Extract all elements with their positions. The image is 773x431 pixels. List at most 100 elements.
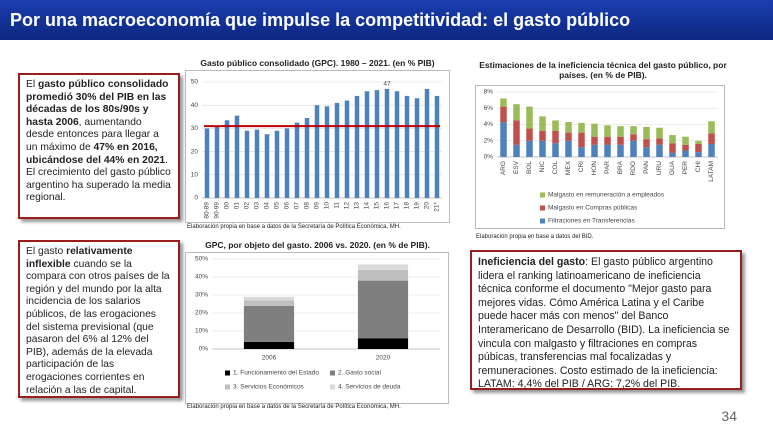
- slide-title: Por una macroeconomía que impulse la com…: [0, 0, 773, 40]
- text-segment: Ineficiencia del gasto: [478, 256, 586, 268]
- page-number: 34: [721, 408, 737, 424]
- y-tick-label: 8%: [484, 89, 494, 96]
- x-tick-label: 19: [414, 202, 421, 210]
- bar-segment: [552, 143, 559, 157]
- text-segment: 47% en 2016, ubicándose del 44% en 2021: [26, 141, 166, 166]
- bar-segment: [513, 104, 520, 121]
- bar-segment: [617, 144, 624, 157]
- bar: [304, 117, 310, 198]
- x-tick-label: 15: [374, 202, 381, 210]
- x-tick-label: 2006: [262, 355, 277, 362]
- bar: [364, 91, 370, 198]
- bar-segment: [682, 150, 689, 157]
- x-tick-label: CHI: [695, 161, 702, 172]
- x-tick-label: 10: [324, 202, 331, 210]
- x-tick-label: 01: [234, 202, 241, 210]
- text-box: El gasto público consolidado promedió 30…: [18, 73, 180, 219]
- y-tick-label: 10%: [195, 328, 208, 335]
- y-tick-label: 0%: [199, 346, 209, 353]
- bar: [284, 128, 290, 198]
- y-tick-label: 30%: [195, 292, 208, 299]
- legend-label: Filtraciones en Transferencias: [548, 218, 635, 225]
- bar-segment: [617, 126, 624, 137]
- bar-segment: [682, 136, 689, 145]
- x-tick-label: 04: [264, 202, 271, 210]
- bar-segment: [708, 133, 715, 144]
- x-tick-label: 18: [404, 202, 411, 210]
- bar: [424, 88, 430, 198]
- x-tick-label: 09: [314, 202, 321, 210]
- bar: [334, 102, 340, 198]
- text-segment: gasto público consolidado promedió 30% d…: [26, 79, 169, 128]
- x-tick-label: MEX: [565, 160, 572, 175]
- bar: [204, 128, 210, 198]
- x-tick-label: 03: [254, 202, 261, 210]
- bar-segment: [682, 144, 689, 151]
- bar-segment: [243, 296, 295, 301]
- bar-segment: [552, 131, 559, 144]
- bar-segment: [643, 126, 650, 140]
- bar-segment: [630, 140, 637, 157]
- chart-title: Gasto público consolidado (GPC). 1980 – …: [200, 58, 435, 68]
- x-tick-label: URU: [656, 161, 663, 175]
- text-segment: . El crecimiento del gasto público argen…: [26, 154, 171, 204]
- bar-segment: [500, 122, 507, 157]
- bar-segment: [695, 144, 702, 153]
- text-segment: , aumentando desde entonces para llegar …: [26, 116, 159, 153]
- bar-segment: [526, 128, 533, 141]
- bar-segment: [695, 140, 702, 144]
- x-tick-label: LATAM: [708, 161, 715, 182]
- bar: [324, 106, 330, 198]
- bar-segment: [539, 131, 546, 141]
- chart-title: Estimaciones de la ineficiencia técnica …: [479, 60, 727, 80]
- x-tick-label: GUA: [669, 160, 676, 175]
- x-tick-label: 08: [304, 202, 311, 210]
- bar: [244, 130, 250, 198]
- text-segment: El: [26, 79, 39, 90]
- bar-segment: [243, 300, 295, 306]
- y-tick-label: 20: [191, 148, 199, 155]
- legend-label: Malgasto en remuneración a empleados: [548, 192, 665, 199]
- legend-swatch: [540, 192, 545, 198]
- bar-segment: [357, 338, 409, 349]
- bar-segment: [604, 136, 611, 145]
- chart-title: GPC, por objeto del gasto. 2006 vs. 2020…: [205, 240, 430, 250]
- x-tick-label: BOL: [526, 161, 533, 174]
- bar-segment: [656, 144, 663, 157]
- legend-swatch: [540, 205, 545, 211]
- bar-segment: [656, 127, 663, 139]
- bar: [354, 95, 360, 198]
- bar-segment: [539, 116, 546, 131]
- y-tick-label: 10: [191, 172, 199, 179]
- x-tick-label: PAR: [604, 161, 611, 174]
- bar-segment: [643, 147, 650, 157]
- bar-segment: [578, 147, 585, 157]
- bar-segment: [243, 341, 295, 349]
- x-tick-label: CRI: [578, 161, 585, 172]
- bar-segment: [513, 144, 520, 157]
- x-tick-label: PAN: [643, 161, 650, 174]
- x-tick-label: 11: [334, 202, 341, 209]
- chart-frame: [185, 70, 450, 223]
- x-tick-label: 13: [354, 202, 361, 210]
- bar-segment: [565, 140, 572, 157]
- x-tick-label: ESV: [513, 160, 520, 174]
- bar-segment: [513, 120, 520, 145]
- bar-segment: [591, 136, 598, 145]
- legend-label: Malgasto en Compras públicas: [548, 205, 638, 212]
- text-segment: : El gasto público argentino lidera el r…: [478, 256, 730, 391]
- x-tick-label: 00: [224, 202, 231, 210]
- bar-segment: [708, 121, 715, 134]
- y-tick-label: 40: [191, 102, 199, 109]
- bar: [394, 91, 400, 198]
- x-tick-label: 14: [364, 202, 371, 210]
- x-tick-label: 02: [244, 202, 251, 210]
- data-label: 47: [383, 81, 391, 88]
- source-note: Elaboración propia en base a datos del B…: [476, 234, 594, 240]
- bar-segment: [708, 144, 715, 157]
- x-tick-label: HON: [591, 161, 598, 176]
- bar: [224, 120, 230, 198]
- chart-frame: [475, 85, 725, 229]
- legend-label: 4. Servicios de deuda: [338, 384, 401, 391]
